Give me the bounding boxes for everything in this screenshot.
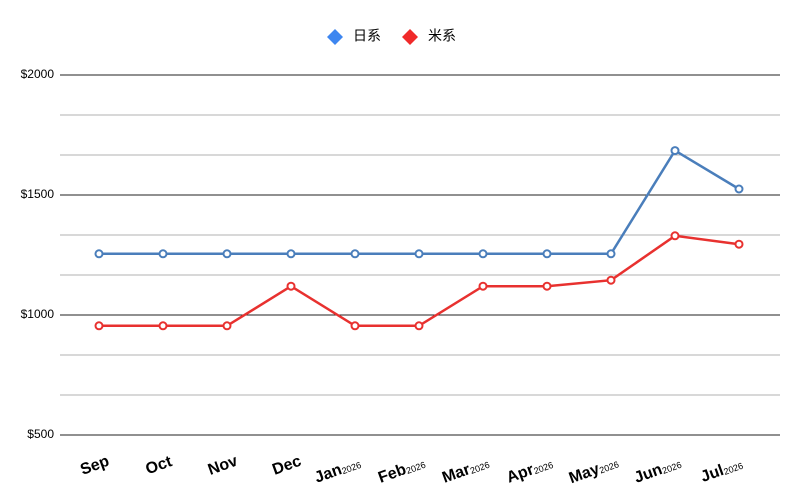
x-tick-label: Sep: [78, 453, 112, 479]
x-tick-label: Jul2026: [699, 455, 745, 486]
x-tick-label: Jan2026: [312, 454, 363, 486]
x-tick-label: Feb2026: [376, 454, 427, 487]
x-tick-year: 2026: [405, 460, 427, 476]
x-tick-year: 2026: [598, 460, 620, 476]
point: [286, 281, 296, 291]
x-tick-year: 2026: [340, 460, 362, 476]
x-tick-label: Jun2026: [632, 454, 683, 487]
point: [94, 321, 104, 331]
point: [158, 249, 168, 259]
point: [670, 146, 680, 156]
point: [670, 231, 680, 241]
point: [478, 249, 488, 259]
x-tick-label: Dec: [270, 453, 303, 479]
x-tick-year: 2026: [722, 461, 744, 477]
point: [606, 249, 616, 259]
x-tick-label: Nov: [206, 453, 240, 479]
point: [414, 249, 424, 259]
x-tick-year: 2026: [469, 460, 491, 476]
legend-marker: [402, 29, 418, 45]
point: [414, 321, 424, 331]
legend-marker: [327, 29, 343, 45]
x-tick-label: Oct: [143, 453, 175, 478]
point: [222, 249, 232, 259]
point: [222, 321, 232, 331]
y-tick-label: $1000: [21, 307, 55, 321]
point: [542, 281, 552, 291]
point: [158, 321, 168, 331]
y-tick-label: $500: [27, 427, 54, 441]
legend-label: 日系: [353, 28, 381, 44]
point: [286, 249, 296, 259]
x-tick-year: 2026: [532, 460, 554, 476]
x-tick-year: 2026: [661, 460, 683, 476]
point: [94, 249, 104, 259]
point: [350, 249, 360, 259]
point: [350, 321, 360, 331]
y-tick-label: $1500: [21, 187, 55, 201]
point: [734, 239, 744, 249]
x-tick-label: May2026: [567, 454, 621, 487]
x-tick-label: Apr2026: [504, 454, 555, 486]
point: [606, 275, 616, 285]
legend-label: 米系: [428, 28, 456, 44]
point: [734, 184, 744, 194]
y-tick-label: $2000: [21, 67, 55, 81]
point: [478, 281, 488, 291]
series-line: [99, 148, 740, 256]
x-tick-label: Mar2026: [440, 454, 491, 487]
point: [542, 249, 552, 259]
